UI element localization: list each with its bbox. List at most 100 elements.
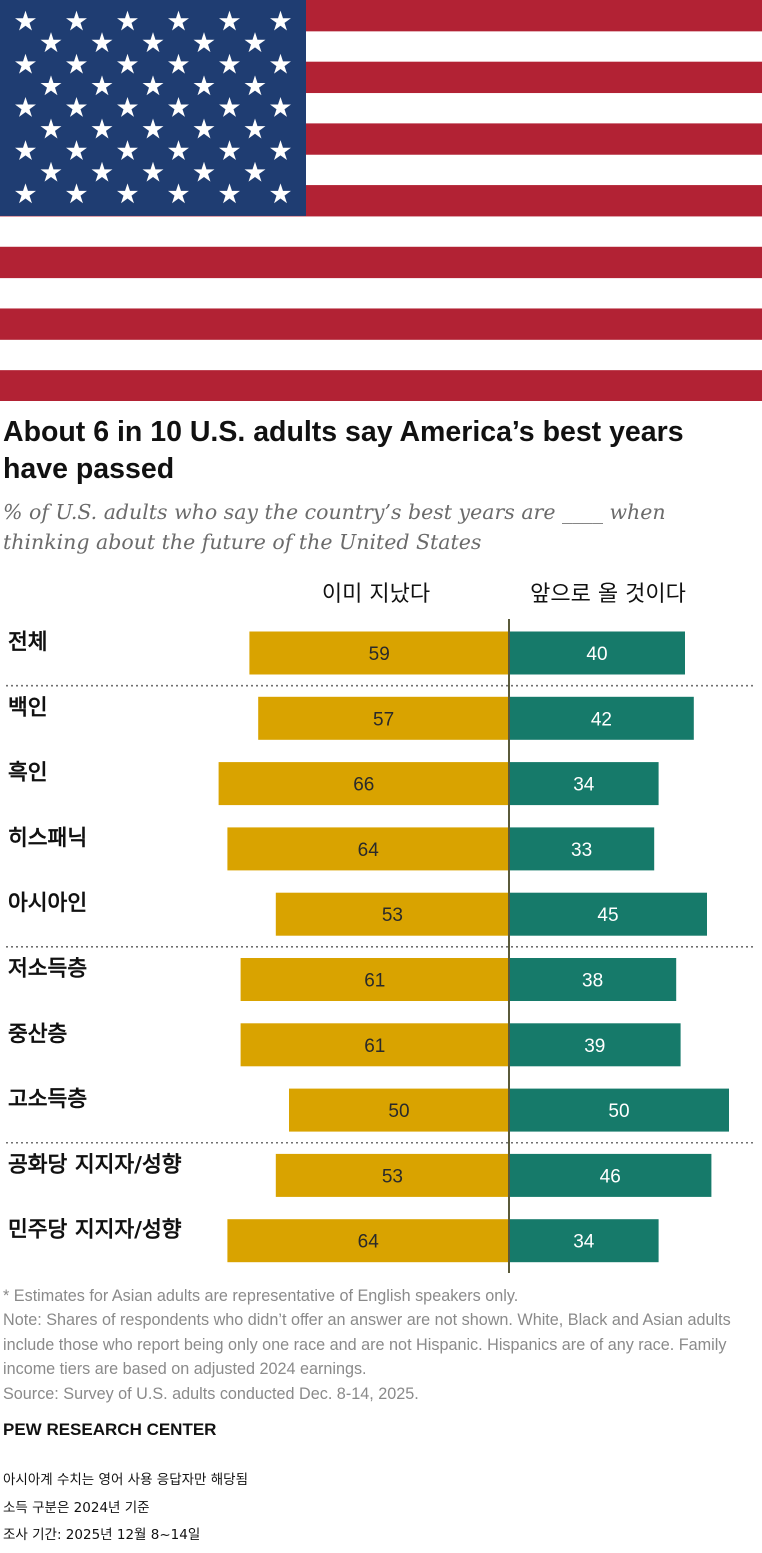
flag-star-icon: [91, 118, 113, 139]
value-label-passed: 64: [358, 1232, 380, 1253]
flag-star-icon: [66, 10, 87, 31]
flag-star-icon: [117, 53, 138, 74]
asian-footnote: * Estimates for Asian adults are represe…: [3, 1287, 519, 1305]
value-label-passed: 61: [364, 971, 385, 992]
bar-future: [509, 892, 707, 936]
chart-notes: * Estimates for Asian adults are represe…: [3, 1284, 762, 1406]
korean-note-income: 소득 구분은 2024년 기준: [3, 1499, 150, 1516]
category-label: 전체: [8, 630, 48, 655]
flag-star-icon: [219, 96, 240, 117]
chart-title: About 6 in 10 U.S. adults say America’s …: [3, 416, 684, 485]
korean-note-period: 조사 기간: 2025년 12월 8~14일: [3, 1527, 201, 1543]
bar-passed: [289, 1088, 509, 1132]
value-label-future: 50: [608, 1101, 629, 1122]
value-label-future: 40: [586, 644, 607, 665]
category-label: 흑인: [8, 761, 48, 786]
column-header-future: 앞으로 올 것이다: [530, 582, 686, 607]
bar-future: [509, 631, 685, 675]
flag-star-icon: [219, 10, 240, 31]
category-label: 저소득층: [8, 957, 87, 982]
flag-star-icon: [142, 118, 164, 139]
korean-note-asian: 아시아계 수치는 영어 사용 응답자만 해당됨: [3, 1472, 249, 1488]
bar-future: [509, 1219, 659, 1263]
flag-star-icon: [15, 53, 36, 74]
category-label: 고소득층: [8, 1087, 87, 1112]
flag-star-icon: [15, 10, 36, 31]
bar-passed: [240, 958, 509, 1001]
value-label-passed: 61: [364, 1036, 385, 1057]
value-label-passed: 53: [382, 1166, 403, 1187]
bar-passed: [218, 762, 509, 806]
value-label-future: 46: [600, 1166, 621, 1187]
bar-passed: [275, 892, 509, 936]
bar-passed: [258, 696, 509, 740]
flag-star-icon: [168, 53, 189, 74]
column-header-passed: 이미 지났다: [322, 582, 430, 607]
flag-star-icon: [15, 140, 36, 161]
value-label-future: 34: [573, 1232, 595, 1253]
flag-star-icon: [270, 96, 291, 117]
value-label-passed: 53: [382, 905, 403, 926]
flag-star-icon: [270, 183, 291, 204]
flag-star-icon: [117, 96, 138, 117]
flag-star-icon: [219, 183, 240, 204]
flag-star-icon: [15, 183, 36, 204]
flag-star-icon: [117, 140, 138, 161]
flag-star-icon: [91, 161, 113, 182]
bar-future: [509, 1153, 712, 1197]
flag-star-icon: [168, 96, 189, 117]
flag-star-icon: [66, 96, 87, 117]
flag-star-icon: [66, 140, 87, 161]
flag-red-stripe: [0, 246, 762, 279]
value-label-future: 45: [597, 905, 618, 926]
value-label-passed: 64: [358, 840, 380, 861]
flag-star-icon: [270, 140, 291, 161]
flag-star-icon: [40, 32, 62, 53]
flag-star-icon: [66, 183, 87, 204]
category-label: 히스패닉: [8, 826, 87, 851]
category-label: 중산층: [8, 1022, 68, 1047]
bar-passed: [227, 827, 509, 871]
bar-passed: [249, 631, 509, 675]
flag-star-icon: [193, 118, 215, 139]
flag-star-icon: [40, 161, 62, 182]
chart-subtitle: % of U.S. adults who say the country’s b…: [3, 500, 666, 554]
flag-red-stripe: [0, 370, 762, 401]
value-label-future: 38: [582, 971, 603, 992]
flag-star-icon: [168, 10, 189, 31]
methodology-note: Note: Shares of respondents who didn’t o…: [3, 1311, 731, 1379]
flag-star-icon: [244, 32, 266, 53]
flag-star-icon: [219, 140, 240, 161]
flag-star-icon: [244, 161, 266, 182]
bar-passed: [275, 1153, 509, 1197]
flag-star-icon: [91, 32, 113, 53]
flag-red-stripe: [0, 308, 762, 340]
us-flag-image: [0, 0, 762, 401]
category-label: 공화당 지지자/성향: [8, 1152, 182, 1177]
flag-star-icon: [66, 53, 87, 74]
value-label-future: 34: [573, 775, 595, 796]
flag-star-icon: [40, 75, 62, 96]
value-label-future: 33: [571, 840, 592, 861]
flag-star-icon: [219, 53, 240, 74]
bar-future: [509, 1088, 729, 1132]
value-label-passed: 57: [373, 709, 394, 730]
bar-future: [509, 827, 655, 871]
bar-future: [509, 696, 694, 740]
flag-star-icon: [168, 140, 189, 161]
flag-star-icon: [142, 161, 164, 182]
category-label: 아시아인: [8, 891, 87, 916]
bar-passed: [240, 1023, 509, 1067]
korean-notes: 아시아계 수치는 영어 사용 응답자만 해당됨 소득 구분은 2024년 기준 …: [3, 1470, 248, 1553]
value-label-passed: 59: [369, 644, 390, 665]
flag-star-icon: [15, 96, 36, 117]
value-label-passed: 50: [388, 1101, 409, 1122]
bar-passed: [227, 1219, 509, 1263]
source-note: Source: Survey of U.S. adults conducted …: [3, 1384, 419, 1403]
pew-research-brand: PEW RESEARCH CENTER: [3, 1420, 217, 1439]
flag-star-icon: [117, 183, 138, 204]
flag-star-icon: [270, 10, 291, 31]
flag-star-icon: [117, 10, 138, 31]
flag-star-icon: [91, 75, 113, 96]
